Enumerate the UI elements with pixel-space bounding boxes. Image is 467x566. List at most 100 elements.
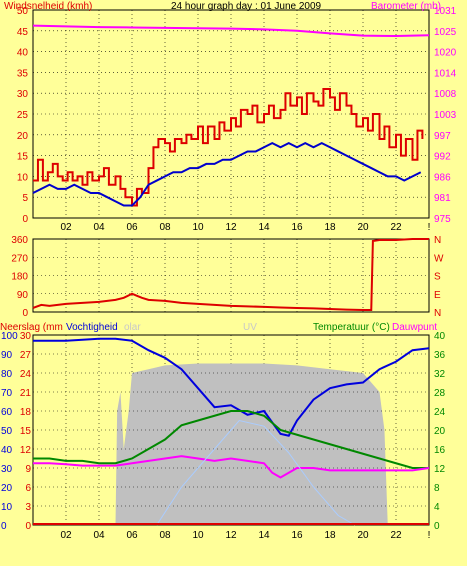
barometer-tick-5: 1003 [434,110,457,121]
rain-tick-10: 30 [20,331,32,342]
barometer-tick-8: 1020 [434,48,457,59]
direction-tick-1: 90 [17,290,29,301]
humidity-tick-3: 30 [1,464,13,475]
hour-tick-p3-0: 02 [60,530,72,541]
wind-speed-tick-5: 25 [17,110,29,121]
barometer-tick-4: 997 [434,131,451,142]
humidity-tick-0: 0 [1,521,7,532]
temperature-tick-1: 4 [434,502,440,513]
wind-speed-tick-6: 30 [17,89,29,100]
hour-tick-p1-1: 04 [93,222,105,233]
humidity-tick-6: 60 [1,407,13,418]
barometer-tick-0: 975 [434,214,451,225]
series-direction-line [32,238,429,311]
hour-tick-p1-11: ! [428,222,431,233]
rain-tick-4: 12 [20,445,32,456]
direction-tick-3: 270 [11,253,28,264]
temperature-tick-8: 32 [434,369,446,380]
hour-tick-p3-3: 08 [159,530,171,541]
uv-faint-label: UV [243,322,257,333]
compass-tick-1: E [434,290,441,301]
wind-speed-tick-3: 15 [17,152,29,163]
temperature-tick-4: 16 [434,445,446,456]
series-average-line [32,142,422,207]
wind-speed-axis-label: Windsnelheid (kmh) [4,1,92,12]
wind-speed-tick-7: 35 [17,68,29,79]
rain-tick-1: 3 [25,502,31,513]
humidity-tick-10: 100 [1,331,18,342]
temperature-tick-3: 12 [434,464,446,475]
temperature-tick-10: 40 [434,331,446,342]
hour-tick-p3-11: ! [428,530,431,541]
temperature-tick-2: 8 [434,483,440,494]
wind-speed-tick-2: 10 [17,172,29,183]
hour-tick-p1-4: 10 [192,222,204,233]
hour-tick-p3-4: 10 [192,530,204,541]
barometer-tick-6: 1008 [434,89,457,100]
hour-tick-p1-9: 20 [357,222,369,233]
temperature-tick-5: 20 [434,426,446,437]
humidity-tick-7: 70 [1,388,13,399]
hour-tick-p3-1: 04 [93,530,105,541]
barometer-tick-1: 981 [434,193,451,204]
compass-tick-3: W [434,253,444,264]
hour-tick-p1-0: 02 [60,222,72,233]
series-uv-line [156,419,355,526]
hour-tick-p1-3: 08 [159,222,171,233]
solar-faint-label: olar [124,322,141,333]
hour-tick-p1-8: 18 [324,222,336,233]
wind-speed-tick-4: 20 [17,131,29,142]
humidity-tick-8: 80 [1,369,13,380]
barometer-tick-7: 1014 [434,68,457,79]
series-barometer-line [32,24,430,38]
rain-axis-label: Neerslag (mm [0,322,63,333]
hour-tick-p3-8: 18 [324,530,336,541]
hour-tick-p3-6: 14 [258,530,270,541]
rain-tick-0: 0 [25,521,31,532]
direction-tick-0: 0 [22,308,28,319]
humidity-tick-5: 50 [1,426,13,437]
barometer-tick-2: 986 [434,172,451,183]
series-gust-line [33,88,424,207]
rain-tick-2: 6 [25,483,31,494]
dewpoint-axis-label: Dauwpunt [392,322,437,333]
direction-tick-2: 180 [11,272,28,283]
barometer-tick-3: 992 [434,152,451,163]
barometer-axis-label: Barometer (mb) [371,1,441,12]
hour-tick-p1-10: 22 [390,222,402,233]
graph-title: 24 hour graph day : 01 June 2009 [171,1,322,12]
hour-tick-p3-7: 16 [291,530,303,541]
wind-speed-tick-0: 0 [22,214,28,225]
wind-speed-tick-1: 5 [22,193,28,204]
rain-tick-6: 18 [20,407,32,418]
barometer-tick-10: 1031 [434,6,457,17]
wind-speed-tick-9: 45 [17,27,29,38]
hour-tick-p1-5: 12 [225,222,237,233]
hour-tick-p3-9: 20 [357,530,369,541]
compass-tick-2: S [434,272,441,283]
hour-tick-p3-5: 12 [225,530,237,541]
humidity-tick-9: 90 [1,350,13,361]
series-solar-area [33,363,429,525]
temperature-tick-7: 28 [434,388,446,399]
series-temperature-line [33,410,429,469]
rain-tick-3: 9 [25,464,31,475]
hour-tick-p1-2: 06 [126,222,138,233]
rain-tick-9: 27 [20,350,32,361]
direction-tick-4: 360 [11,235,28,246]
hour-tick-p3-10: 22 [390,530,402,541]
hour-tick-p1-6: 14 [258,222,270,233]
temperature-tick-9: 36 [434,350,446,361]
rain-tick-8: 24 [20,369,32,380]
compass-tick-0: N [434,308,441,319]
temperature-tick-0: 0 [434,521,440,532]
rain-tick-7: 21 [20,388,32,399]
humidity-tick-1: 10 [1,502,13,513]
hour-tick-p3-2: 06 [126,530,138,541]
humidity-axis-label: Vochtigheid [66,322,118,333]
rain-tick-5: 15 [20,426,32,437]
humidity-tick-2: 20 [1,483,13,494]
temperature-axis-label: Temperatuur (°C) [313,322,390,333]
